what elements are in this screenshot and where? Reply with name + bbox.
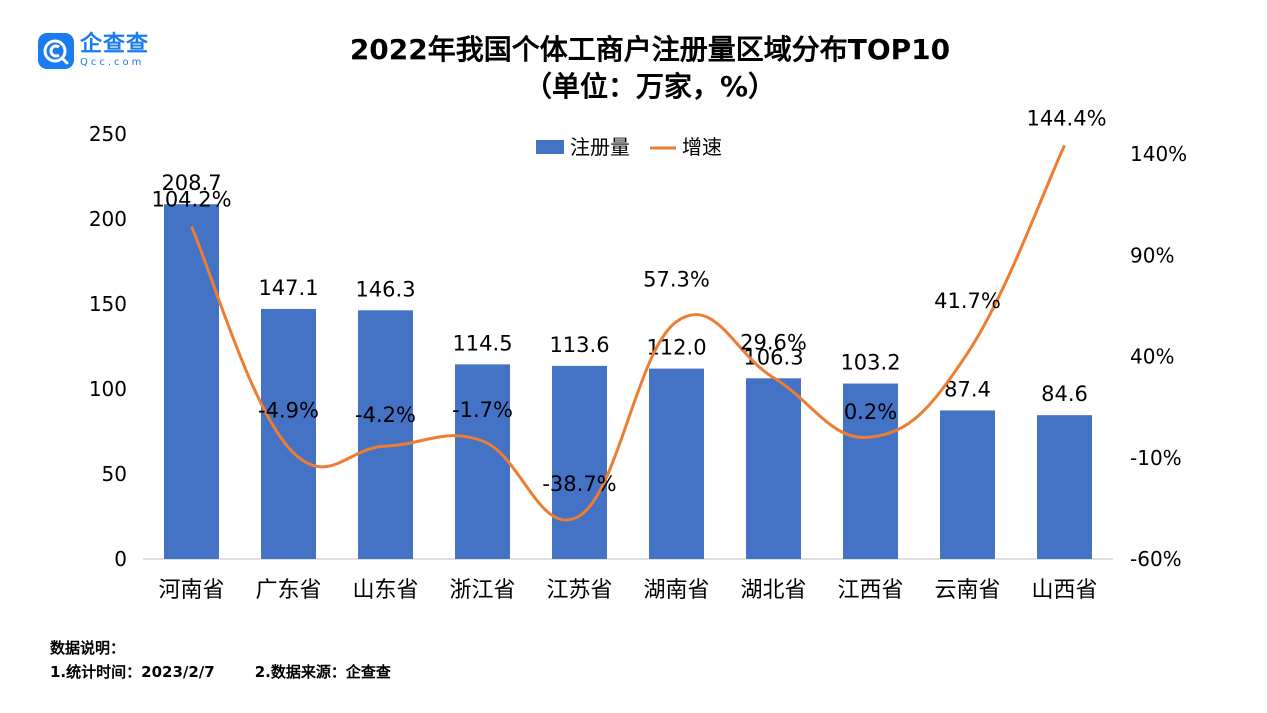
line-value-label: -4.2% <box>355 403 416 427</box>
y-right-tick-label: 140% <box>1130 142 1187 166</box>
x-tick-label: 浙江省 <box>449 578 515 603</box>
bar-value-label: 114.5 <box>452 331 512 355</box>
notes-item-source: 2.数据来源：企查查 <box>254 663 391 681</box>
bar <box>843 383 898 559</box>
notes-heading: 数据说明： <box>50 639 126 657</box>
chart-subtitle: （单位：万家，%） <box>523 70 777 103</box>
legend-bar-swatch <box>536 140 564 154</box>
x-tick-label: 江苏省 <box>546 578 612 603</box>
bar <box>164 204 219 559</box>
bar <box>746 378 801 559</box>
bar-value-label: 147.1 <box>258 276 318 300</box>
legend-line-label: 增速 <box>682 135 722 159</box>
y-left-tick-label: 250 <box>89 122 127 146</box>
y-left-tick-label: 200 <box>89 207 127 231</box>
y-left-tick-label: 100 <box>89 377 127 401</box>
x-tick-label: 山西省 <box>1031 578 1097 603</box>
bar <box>940 410 995 559</box>
x-tick-label: 河南省 <box>158 578 224 603</box>
x-tick-label: 云南省 <box>934 578 1000 603</box>
data-notes: 数据说明： 1.统计时间：2023/2/7 2.数据来源：企查查 <box>50 636 391 684</box>
bar-value-label: 84.6 <box>1041 382 1088 406</box>
chart-title: 2022年我国个体工商户注册量区域分布TOP10 <box>349 33 951 66</box>
bar <box>455 364 510 559</box>
brand-name: 企查查 <box>80 32 150 57</box>
y-right-tick-label: 90% <box>1130 243 1174 267</box>
line-value-label: 104.2% <box>151 188 231 212</box>
bar <box>358 310 413 559</box>
line-value-label: -38.7% <box>542 472 616 496</box>
bar <box>261 308 316 559</box>
y-right-tick-label: -10% <box>1130 446 1182 470</box>
y-left-tick-label: 150 <box>89 292 127 316</box>
line-value-label: 57.3% <box>643 268 710 292</box>
brand-domain: Qcc.com <box>80 57 145 68</box>
bar <box>649 368 704 559</box>
bar-value-label: 87.4 <box>944 377 991 401</box>
bar <box>552 365 607 559</box>
line-value-label: 29.6% <box>740 331 807 355</box>
bar <box>1037 415 1092 559</box>
x-tick-label: 江西省 <box>837 578 903 603</box>
x-tick-label: 山东省 <box>352 578 418 603</box>
bar-value-label: 208.7 <box>161 171 221 195</box>
bar-value-label: 146.3 <box>355 277 415 301</box>
line-value-label: 0.2% <box>844 400 897 424</box>
bar-value-label: 103.2 <box>840 351 900 375</box>
x-tick-label: 广东省 <box>255 578 321 603</box>
growth-line <box>190 144 1066 522</box>
line-value-label: -1.7% <box>452 398 513 422</box>
x-tick-label: 湖北省 <box>740 578 806 603</box>
line-value-label: -4.9% <box>258 398 319 422</box>
bar-value-label: 113.6 <box>549 333 609 357</box>
y-left-tick-label: 0 <box>114 547 127 571</box>
y-right-tick-label: 40% <box>1130 345 1174 369</box>
y-right-tick-label: -60% <box>1130 547 1182 571</box>
line-value-label: 144.4% <box>1026 106 1106 130</box>
line-value-label: 41.7% <box>934 289 1001 313</box>
qcc-logo-icon <box>38 33 74 69</box>
y-left-tick-label: 50 <box>102 462 127 486</box>
notes-item-time: 1.统计时间：2023/2/7 <box>50 663 215 681</box>
bar-value-label: 106.3 <box>743 345 803 369</box>
legend-bar-label: 注册量 <box>570 135 630 159</box>
x-tick-label: 湖南省 <box>643 578 709 603</box>
brand-logo: 企查查 Qcc.com <box>38 33 149 69</box>
